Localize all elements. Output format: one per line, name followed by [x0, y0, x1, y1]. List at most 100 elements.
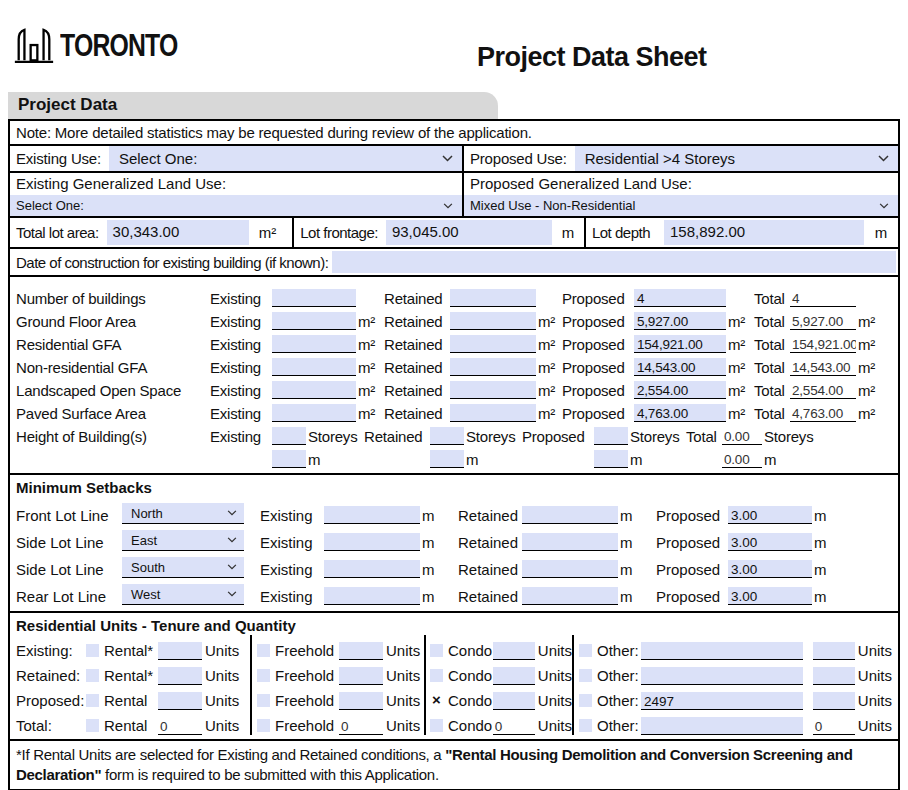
lot-depth-field[interactable]: 158,892.00: [664, 220, 864, 245]
condo-checkbox[interactable]: [430, 669, 443, 682]
retained-field[interactable]: [450, 381, 536, 399]
proposed-field[interactable]: 4,763.00: [634, 404, 726, 422]
construction-date-row: Date of construction for existing buildi…: [10, 249, 898, 277]
retained-field[interactable]: [450, 404, 536, 422]
condo-checkbox-checked[interactable]: ×: [430, 694, 443, 707]
existing-use-cell: Existing Use: Select One:: [10, 146, 462, 171]
units-label: Units: [383, 717, 420, 735]
lot-frontage-unit: m: [552, 224, 584, 241]
rental-units-field[interactable]: [158, 692, 202, 710]
condo-units-field[interactable]: [493, 667, 535, 685]
row-label: Retained:: [16, 667, 86, 685]
condo-units-field[interactable]: [493, 642, 535, 660]
other-checkbox[interactable]: [579, 719, 592, 732]
existing-storeys-field[interactable]: [272, 427, 306, 445]
side-lot-line-direction-select[interactable]: South: [122, 557, 244, 577]
existing-field[interactable]: [324, 560, 420, 578]
freehold-units-field[interactable]: [339, 667, 383, 685]
proposed-use-select[interactable]: Residential >4 Storeys: [575, 146, 898, 171]
retained-col-label: Retained: [384, 405, 450, 422]
retained-field[interactable]: [522, 533, 618, 551]
retained-col-label: Retained: [384, 359, 450, 376]
other-units-field[interactable]: [813, 642, 855, 660]
rear-lot-line-direction-select[interactable]: West: [122, 584, 244, 604]
m-unit-label: m: [618, 588, 640, 605]
lot-frontage-field[interactable]: 93,045.00: [386, 220, 552, 245]
rental-checkbox[interactable]: [86, 669, 99, 682]
retained-field[interactable]: [522, 560, 618, 578]
condo-units-total-field: 0: [493, 717, 535, 735]
retained-field[interactable]: [450, 358, 536, 376]
retained-field[interactable]: [450, 289, 536, 307]
proposed-field[interactable]: 14,543.00: [634, 358, 726, 376]
retained-field[interactable]: [450, 335, 536, 353]
other-text-field[interactable]: [641, 717, 803, 735]
lot-area-field[interactable]: 30,343.00: [107, 220, 249, 245]
proposed-height-m-field[interactable]: [594, 450, 628, 468]
other-text-field[interactable]: 2497: [641, 692, 803, 710]
existing-field[interactable]: [272, 358, 356, 376]
proposed-storeys-field[interactable]: [594, 427, 628, 445]
condo-checkbox[interactable]: [430, 719, 443, 732]
unit-label: m²: [856, 359, 880, 376]
proposed-land-use-select[interactable]: Mixed Use - Non-Residential: [464, 195, 898, 216]
proposed-field[interactable]: 3.00: [728, 506, 812, 524]
freehold-checkbox[interactable]: [257, 669, 270, 682]
proposed-field[interactable]: 2,554.00: [634, 381, 726, 399]
existing-field[interactable]: [272, 381, 356, 399]
residential-row-existing: Existing: Rental* Units Freehold Units C…: [10, 635, 898, 660]
front-lot-line-direction-select[interactable]: North: [122, 503, 244, 523]
existing-col-label: Existing: [210, 336, 272, 353]
freehold-units-field[interactable]: [339, 692, 383, 710]
rental-checkbox[interactable]: [86, 644, 99, 657]
freehold-checkbox[interactable]: [257, 644, 270, 657]
side-lot-line-direction-select[interactable]: East: [122, 530, 244, 550]
proposed-field[interactable]: 5,927.00: [634, 312, 726, 330]
existing-height-m-field[interactable]: [272, 450, 306, 468]
other-checkbox[interactable]: [579, 694, 592, 707]
condo-checkbox[interactable]: [430, 644, 443, 657]
proposed-field[interactable]: 3.00: [728, 533, 812, 551]
proposed-field[interactable]: 4: [634, 289, 726, 307]
retained-storeys-field[interactable]: [430, 427, 464, 445]
retained-col-label: Retained: [384, 313, 450, 330]
other-text-field[interactable]: [641, 667, 803, 685]
other-units-field[interactable]: [813, 667, 855, 685]
existing-field[interactable]: [272, 335, 356, 353]
proposed-field[interactable]: 154,921.00: [634, 335, 726, 353]
proposed-field[interactable]: 3.00: [728, 560, 812, 578]
rental-units-field[interactable]: [158, 667, 202, 685]
existing-field[interactable]: [272, 404, 356, 422]
other-text-field[interactable]: [641, 642, 803, 660]
lot-measurements-row: Total lot area: 30,343.00 m² Lot frontag…: [10, 218, 898, 249]
total-field: 4,763.00: [790, 404, 856, 422]
rental-units-field[interactable]: [158, 642, 202, 660]
existing-field[interactable]: [324, 533, 420, 551]
other-units-field[interactable]: [813, 692, 855, 710]
existing-field[interactable]: [324, 587, 420, 605]
proposed-col-label: Proposed: [522, 428, 594, 445]
section-title: Residential Units - Tenure and Quantity: [10, 615, 898, 635]
other-checkbox[interactable]: [579, 669, 592, 682]
retained-height-m-field[interactable]: [430, 450, 464, 468]
existing-use-select[interactable]: Select One:: [109, 146, 462, 171]
retained-field[interactable]: [522, 506, 618, 524]
existing-field[interactable]: [272, 312, 356, 330]
freehold-units-field[interactable]: [339, 642, 383, 660]
total-field: 4: [790, 289, 856, 307]
other-checkbox[interactable]: [579, 644, 592, 657]
existing-field[interactable]: [324, 506, 420, 524]
existing-land-use-select[interactable]: Select One:: [10, 195, 462, 216]
freehold-checkbox[interactable]: [257, 694, 270, 707]
rental-checkbox[interactable]: [86, 719, 99, 732]
freehold-checkbox[interactable]: [257, 719, 270, 732]
retained-field[interactable]: [522, 587, 618, 605]
units-label: Units: [202, 692, 239, 710]
rental-checkbox[interactable]: [86, 694, 99, 707]
condo-units-field[interactable]: [493, 692, 535, 710]
construction-date-field[interactable]: [332, 251, 896, 273]
retained-field[interactable]: [450, 312, 536, 330]
existing-field[interactable]: [272, 289, 356, 307]
units-label: Units: [855, 717, 892, 735]
proposed-field[interactable]: 3.00: [728, 587, 812, 605]
